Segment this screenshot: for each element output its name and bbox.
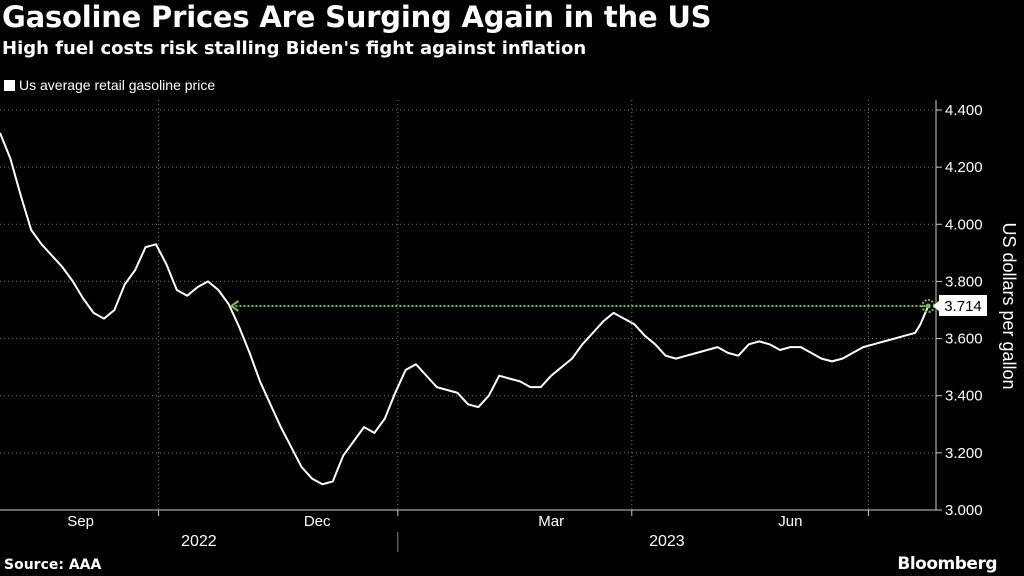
y-tick-label: 3.000	[945, 502, 983, 519]
y-tick-label: 4.400	[945, 102, 983, 119]
y-tick-label: 3.200	[945, 445, 983, 462]
legend: Us average retail gasoline price	[4, 77, 215, 93]
value-callout-label: 3.714	[944, 298, 982, 315]
year-label: 2022	[181, 533, 217, 550]
y-tick-label: 3.800	[945, 273, 983, 290]
value-callout	[939, 295, 987, 316]
grid	[0, 100, 936, 510]
annotation	[230, 300, 929, 312]
bloomberg-logo: Bloomberg	[897, 554, 997, 574]
year-label: 2023	[649, 533, 685, 550]
x-tick-label: Sep	[67, 513, 94, 530]
chart-subtitle: High fuel costs risk stalling Biden's fi…	[2, 38, 587, 59]
y-axis-label: US dollars per gallon	[999, 222, 1019, 389]
legend-swatch	[4, 79, 15, 91]
x-tick-label: Dec	[304, 513, 331, 530]
y-tick-label: 4.200	[945, 159, 983, 176]
chart-title: Gasoline Prices Are Surging Again in the…	[2, 0, 712, 34]
annotation-marker: 3.714	[921, 295, 987, 316]
y-tick-label: 4.000	[945, 216, 983, 233]
legend-label: Us average retail gasoline price	[19, 77, 216, 93]
y-tick-label: 3.600	[945, 331, 983, 348]
y-tick-label: 3.400	[945, 388, 983, 405]
series-line-gas-price	[0, 132, 930, 486]
x-tick-label: Jun	[778, 513, 802, 530]
source-note: Source: AAA	[4, 557, 102, 573]
last-point-dot	[925, 303, 931, 309]
value-callout-pointer	[933, 300, 940, 312]
axes: 4.400 4.200 4.000 3.800 3.600 3.400 3.200 3.000…	[0, 100, 983, 552]
annotation-arrowhead	[230, 300, 239, 312]
x-tick-label: Mar	[538, 513, 564, 530]
